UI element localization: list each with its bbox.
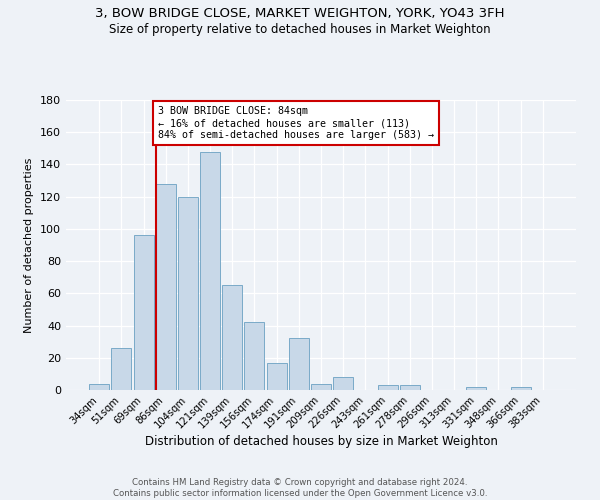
Bar xyxy=(178,196,198,390)
Bar xyxy=(333,377,353,390)
Bar xyxy=(112,348,131,390)
Bar xyxy=(289,338,309,390)
Bar xyxy=(311,384,331,390)
Y-axis label: Number of detached properties: Number of detached properties xyxy=(25,158,34,332)
Bar xyxy=(222,286,242,390)
Bar xyxy=(200,152,220,390)
Bar xyxy=(377,385,398,390)
Text: 3 BOW BRIDGE CLOSE: 84sqm
← 16% of detached houses are smaller (113)
84% of semi: 3 BOW BRIDGE CLOSE: 84sqm ← 16% of detac… xyxy=(158,106,434,140)
Text: Size of property relative to detached houses in Market Weighton: Size of property relative to detached ho… xyxy=(109,22,491,36)
Bar xyxy=(244,322,265,390)
Bar xyxy=(134,236,154,390)
Bar xyxy=(266,362,287,390)
Text: Distribution of detached houses by size in Market Weighton: Distribution of detached houses by size … xyxy=(145,435,497,448)
Bar xyxy=(466,387,486,390)
Bar xyxy=(511,387,530,390)
Text: Contains HM Land Registry data © Crown copyright and database right 2024.
Contai: Contains HM Land Registry data © Crown c… xyxy=(113,478,487,498)
Bar xyxy=(400,385,420,390)
Bar xyxy=(156,184,176,390)
Bar xyxy=(89,384,109,390)
Text: 3, BOW BRIDGE CLOSE, MARKET WEIGHTON, YORK, YO43 3FH: 3, BOW BRIDGE CLOSE, MARKET WEIGHTON, YO… xyxy=(95,8,505,20)
